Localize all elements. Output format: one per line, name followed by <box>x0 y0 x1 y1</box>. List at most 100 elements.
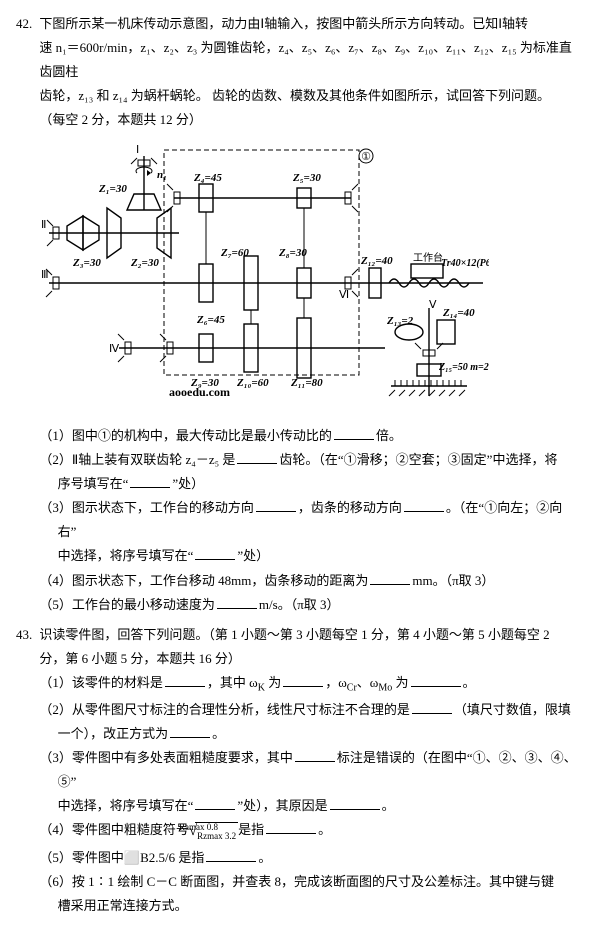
q43-sub2: （2）从零件图尺寸标注的合理性分析，线性尺寸标注不合理的是 （填尺寸数值，限填 <box>34 698 577 722</box>
blank[interactable] <box>370 571 410 584</box>
q42-sub3b: 中选择，将序号填写在“ ”处） <box>16 544 577 568</box>
q42-s2c: 序号填写在“ <box>58 476 129 491</box>
blank[interactable] <box>195 797 235 810</box>
q43-stem-line1: 43.识读零件图，回答下列问题。（第 1 小题～第 3 小题每空 1 分，第 4… <box>16 623 577 647</box>
z3-label: Z₃=30 <box>72 257 101 269</box>
q42-l1-text: 下图所示某一机床传动示意图，动力由Ⅰ轴输入，按图中箭头所示方向转动。已知Ⅰ轴转 <box>39 16 528 31</box>
blank[interactable] <box>165 673 205 686</box>
q42-s4a: （4）图示状态下，工作台移动 48mm，齿条移动的距离为 <box>39 573 368 588</box>
q43-s3d: ”处），其原因是 <box>237 798 327 813</box>
q42-s5b: m/s。（π取 3） <box>259 597 340 612</box>
blank[interactable] <box>237 451 277 464</box>
n1-label: n₁ <box>157 169 167 181</box>
z5-label: Z₅=30 <box>292 172 321 184</box>
q43-s2d: 。 <box>212 726 225 741</box>
roman-6: Ⅵ <box>339 289 349 301</box>
q42-number: 42. <box>16 12 39 36</box>
q43-s4c: 。 <box>318 822 331 837</box>
q43-s4a: （4）零件图中粗糙度符号 <box>39 822 189 837</box>
watermark: aooedu.com <box>169 385 230 399</box>
q42-sub3: （3）图示状态下，工作台的移动方向，齿条的移动方向。（在“①向左；②向右” <box>34 496 577 544</box>
blank[interactable] <box>334 427 374 440</box>
q43-s1c: 为 <box>268 675 281 690</box>
q42-sub4: （4）图示状态下，工作台移动 48mm，齿条移动的距离为 mm。（π取 3） <box>34 569 577 593</box>
blank[interactable] <box>283 673 323 686</box>
z8-label: Z₈=30 <box>278 247 307 259</box>
roman-4: Ⅳ <box>109 343 120 355</box>
z2-label: Z₂=30 <box>130 257 159 269</box>
q42-stem-line3: 齿轮，z₁₃ 和 z₁₄ 为蜗杆蜗轮。 齿轮的齿数、模数及其他条件如图所示，试回… <box>16 84 577 108</box>
blank[interactable] <box>256 499 296 512</box>
q43-stem-line2: 分，第 6 小题 5 分，本题共 16 分） <box>16 647 577 671</box>
q43-s3e: 。 <box>382 798 395 813</box>
blank[interactable] <box>404 499 444 512</box>
blank[interactable] <box>411 673 461 686</box>
blank[interactable] <box>266 821 316 834</box>
q43-sub4: （4）零件图中粗糙度符号√Ramax 0.8Rzmax 3.2是指。 <box>34 818 577 846</box>
q43-s5b: 。 <box>258 850 271 865</box>
q43-s5a: （5）零件图中⬜B2.5/6 是指 <box>39 850 204 865</box>
roman-5: Ⅴ <box>429 299 437 311</box>
q43-s1d: ，ω <box>325 675 347 690</box>
q42-s2d: ”处） <box>172 476 204 491</box>
q43-s1e: 、ω <box>357 675 379 690</box>
q43-s2a: （2）从零件图尺寸标注的合理性分析，线性尺寸标注不合理的是 <box>39 702 410 717</box>
z15-label: Z₁₅=50 m=2mm <box>438 362 489 373</box>
z12-label: Z₁₂=40 <box>360 255 393 267</box>
q43-s2b: （填尺寸数值，限填 <box>454 702 571 717</box>
blank[interactable] <box>195 547 235 560</box>
q43-s3c: 中选择，将序号填写在“ <box>58 798 194 813</box>
q42-s1a: （1）图中①的机构中，最大传动比是最小传动比的 <box>39 428 332 443</box>
q42-stem-line1: 42.下图所示某一机床传动示意图，动力由Ⅰ轴输入，按图中箭头所示方向转动。已知Ⅰ… <box>16 12 577 36</box>
blank[interactable] <box>170 725 210 738</box>
q42-s4b: mm。（π取 3） <box>412 573 494 588</box>
q43-s6a: （6）按 1∶1 绘制 C－C 断面图，并查表 8，完成该断面图的尺寸及公差标注… <box>39 874 554 889</box>
q43-s3a: （3）零件图中有多处表面粗糙度要求，其中 <box>39 750 293 765</box>
q42-stem-line2: 速 n₁＝600r/min，z₁、z₂、z₃ 为圆锥齿轮，z₄、z₅、z₆、z₇… <box>16 36 577 84</box>
q43-sub2b: 一个），改正方式为 。 <box>16 722 577 746</box>
worktable-label: 工作台 <box>413 251 443 264</box>
q43-l1-text: 识读零件图，回答下列问题。（第 1 小题～第 3 小题每空 1 分，第 4 小题… <box>39 627 549 642</box>
q43-s1g: 。 <box>463 675 476 690</box>
blank[interactable] <box>130 475 170 488</box>
blank[interactable] <box>217 595 257 608</box>
q42-s3a: （3）图示状态下，工作台的移动方向 <box>39 500 254 515</box>
q42-sub5: （5）工作台的最小移动速度为 m/s。（π取 3） <box>34 593 577 617</box>
roman-2: Ⅱ <box>41 219 46 231</box>
blank[interactable] <box>330 797 380 810</box>
blank[interactable] <box>206 848 256 861</box>
q42-sub2b: 序号填写在“ ”处） <box>16 472 577 496</box>
problem-42: 42.下图所示某一机床传动示意图，动力由Ⅰ轴输入，按图中箭头所示方向转动。已知Ⅰ… <box>16 12 577 617</box>
q42-sub2: （2）Ⅱ轴上装有双联齿轮 z₄－z₅ 是齿轮。（在“①滑移；②空套；③固定”中选… <box>34 448 577 472</box>
z13-label: Z₁₃=2 <box>386 315 414 327</box>
roman-1: Ⅰ <box>136 144 139 156</box>
circ1-label: ① <box>361 151 371 163</box>
blank[interactable] <box>295 749 335 762</box>
q43-sub6b: 槽采用正常连接方式。 <box>16 894 577 918</box>
z4-label: Z₄=45 <box>193 172 222 184</box>
q42-s2a: （2）Ⅱ轴上装有双联齿轮 z₄－z₅ 是 <box>39 452 235 467</box>
q43-s2c: 一个），改正方式为 <box>58 726 169 741</box>
q42-s3d: 中选择，将序号填写在“ <box>58 548 194 563</box>
q42-sub1: （1）图中①的机构中，最大传动比是最小传动比的倍。 <box>34 424 577 448</box>
q43-sub6: （6）按 1∶1 绘制 C－C 断面图，并查表 8，完成该断面图的尺寸及公差标注… <box>34 870 577 894</box>
screw-label: Tr40×12(P6) <box>441 258 489 269</box>
blank[interactable] <box>412 700 452 713</box>
z1-label: Z₁=30 <box>98 183 127 195</box>
q43-sub3b: 中选择，将序号填写在“ ”处），其原因是 。 <box>16 794 577 818</box>
z10-label: Z₁₀=60 <box>236 377 269 389</box>
q42-s3b: ，齿条的移动方向 <box>298 500 402 515</box>
q43-sub1: （1）该零件的材料是，其中 ωK 为，ωCr、ωMo 为。 <box>34 671 577 698</box>
transmission-diagram: .ln { stroke:#000; stroke-width:1.4; fil… <box>39 138 577 418</box>
z14-label: Z₁₄=40 <box>442 307 475 319</box>
q42-s5a: （5）工作台的最小移动速度为 <box>39 597 215 612</box>
q43-s1f: 为 <box>396 675 409 690</box>
ra-bot: Rzmax 3.2 <box>197 831 236 841</box>
roughness-values: Ramax 0.8Rzmax 3.2 <box>195 822 238 842</box>
q42-s3e: ”处） <box>237 548 269 563</box>
z6-label: Z₆=45 <box>196 314 225 326</box>
diagram-svg: .ln { stroke:#000; stroke-width:1.4; fil… <box>39 138 489 418</box>
q43-sub3: （3）零件图中有多处表面粗糙度要求，其中标注是错误的（在图中“①、②、③、④、⑤… <box>34 746 577 794</box>
q42-stem-line4: （每空 2 分，本题共 12 分） <box>16 108 577 132</box>
q43-number: 43. <box>16 623 39 647</box>
